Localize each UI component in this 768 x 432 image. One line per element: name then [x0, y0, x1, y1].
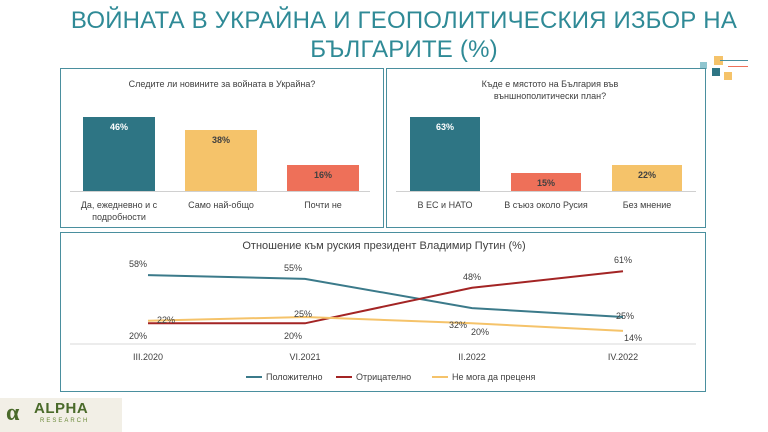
- bar-0-1: 38%: [185, 130, 257, 191]
- bar-1-1: 15%: [511, 173, 581, 191]
- legend-swatch: [432, 376, 448, 378]
- legend-swatch: [246, 376, 262, 378]
- legend-label: Не мога да преценя: [452, 372, 536, 382]
- legend-item: Отрицателно: [336, 372, 411, 382]
- data-label: 48%: [462, 271, 482, 282]
- bar-axis-line: [396, 191, 696, 192]
- data-label: 55%: [283, 262, 303, 273]
- decor-square: [724, 72, 732, 80]
- alpha-research-logo: α ALPHA RESEARCH: [0, 398, 122, 432]
- bar-axis-line: [70, 191, 370, 192]
- data-label: 61%: [613, 255, 633, 266]
- bar-value-label: 38%: [211, 135, 230, 146]
- geopolitics-question: Къде е мястото на България във външнопол…: [481, 79, 619, 101]
- bar-value-label: 15%: [536, 178, 555, 189]
- data-label: 14%: [623, 332, 643, 343]
- bar-category-label: Без мнение: [622, 200, 672, 210]
- legend-label: Положително: [266, 372, 323, 382]
- bar-category-label: В съюз около Русия: [504, 200, 588, 210]
- legend-swatch: [336, 376, 352, 378]
- data-label: 25%: [615, 310, 635, 321]
- x-tick-label: VI.2021: [289, 352, 321, 362]
- logo-subtext: RESEARCH: [40, 418, 90, 424]
- legend-item: Не мога да преценя: [432, 372, 535, 382]
- legend-item: Положително: [246, 372, 323, 382]
- decor-square: [714, 56, 723, 65]
- page-title: ВОЙНАТА В УКРАЙНА И ГЕОПОЛИТИЧЕСКИЯ ИЗБО…: [70, 7, 738, 63]
- putin-chart-title: Отношение към руския президент Владимир …: [242, 240, 526, 252]
- legend-label: Отрицателно: [356, 372, 412, 382]
- logo-text: ALPHA: [34, 400, 89, 417]
- data-label: 32%: [448, 320, 468, 331]
- x-tick-label: II.2022: [458, 352, 486, 362]
- bar-value-label: 63%: [435, 121, 454, 132]
- decor-square: [700, 62, 707, 69]
- bar-1-0: 63%: [410, 116, 480, 191]
- bar-value-label: 16%: [313, 170, 332, 181]
- data-label: 58%: [128, 259, 148, 270]
- data-label: 25%: [293, 308, 313, 319]
- data-label: 20%: [470, 327, 490, 338]
- bar-0-2: 16%: [287, 165, 359, 191]
- bar-1-2: 22%: [612, 165, 682, 191]
- bar-category-label: В ЕС и НАТО: [417, 200, 473, 210]
- putin-panel: [60, 232, 706, 392]
- x-tick-label: IV.2022: [607, 352, 639, 362]
- bar-category-label: Почти не: [304, 200, 342, 210]
- news-question: Следите ли новините за войната в Украйна…: [128, 79, 316, 89]
- decor-square: [712, 68, 720, 76]
- data-label: 20%: [283, 331, 303, 342]
- decor-line: [720, 60, 748, 61]
- bar-category-label: Да, ежедневно и с подробности: [80, 200, 158, 222]
- data-label: 20%: [128, 331, 148, 342]
- bar-category-label: Само най-общо: [188, 200, 254, 210]
- decor-line: [728, 66, 748, 67]
- bar-value-label: 46%: [109, 122, 128, 133]
- data-label: 22%: [156, 314, 176, 325]
- logo-mark: α: [6, 400, 20, 426]
- x-tick-label: III.2020: [132, 352, 164, 362]
- bar-value-label: 22%: [637, 170, 656, 181]
- bar-0-0: 46%: [83, 117, 155, 191]
